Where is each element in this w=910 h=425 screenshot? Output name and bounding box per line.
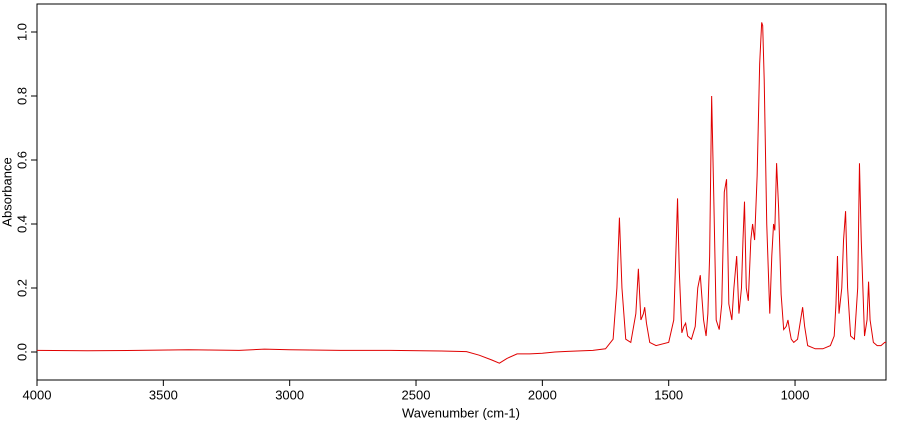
y-tick-label: 1.0 (14, 23, 29, 41)
x-tick-label: 2500 (402, 387, 431, 402)
x-tick-label: 1000 (781, 387, 810, 402)
x-tick-label: 3000 (275, 387, 304, 402)
y-tick-label: 0.2 (14, 279, 29, 297)
y-tick-label: 0.0 (14, 343, 29, 361)
y-axis-label: Absorbance (0, 157, 14, 226)
x-tick-label: 2000 (528, 387, 557, 402)
y-tick-label: 0.8 (14, 87, 29, 105)
x-tick-label: 1500 (654, 387, 683, 402)
x-tick-label: 4000 (23, 387, 52, 402)
x-axis-label: Wavenumber (cm-1) (402, 405, 520, 420)
x-tick-label: 3500 (149, 387, 178, 402)
y-tick-label: 0.4 (14, 215, 29, 233)
spectrum-line (36, 22, 886, 364)
y-tick-label: 0.6 (14, 151, 29, 169)
plot-frame (36, 3, 887, 381)
